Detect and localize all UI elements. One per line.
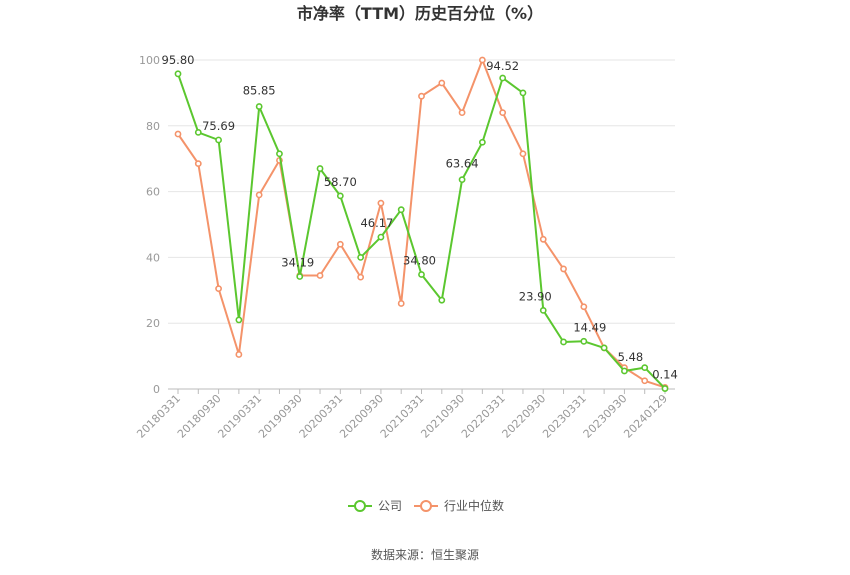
data-point-company-20220630: [519, 89, 527, 97]
data-point-company-20180630: [194, 128, 202, 136]
data-point-industry-20180630: [194, 160, 202, 168]
data-label-20190331: 85.85: [243, 84, 276, 98]
data-point-company-20190331: [255, 103, 263, 110]
y-tick-label-0: 0: [153, 383, 160, 396]
data-label-20200930: 46.17: [360, 216, 393, 230]
series-line-industry-median: [177, 59, 666, 389]
data-point-industry-20210630: [438, 79, 446, 87]
data-point-industry-20181231: [235, 351, 243, 358]
data-point-company-20211231: [478, 138, 486, 146]
data-point-company-20220331: [499, 74, 507, 82]
data-point-company-20200630: [357, 253, 365, 261]
x-tick-label-20240129: 20240129: [621, 392, 670, 441]
axis-layer: 0204060801002018033120180930201903312019…: [134, 54, 675, 441]
data-label-20220930: 23.90: [519, 289, 552, 303]
data-point-company-20210930: [458, 176, 466, 184]
data-point-industry-20221231: [560, 265, 567, 273]
data-point-company-20190630: [276, 150, 283, 158]
chart-title: 市净率（TTM）历史百分位（%）: [297, 4, 543, 23]
data-label-20200331: 58.70: [324, 175, 357, 189]
data-label-20180930: 75.69: [202, 119, 235, 133]
legend-company-marker-icon: [354, 500, 366, 512]
legend-industry-marker-icon: [420, 500, 432, 512]
data-label-20190930: 34.19: [281, 256, 314, 270]
data-point-company-20221231: [560, 338, 567, 346]
data-point-company-20181231: [235, 316, 243, 324]
data-label-20210930: 63.64: [446, 157, 479, 171]
y-tick-label-20: 20: [146, 317, 160, 330]
data-source: 数据来源：恒生聚源: [371, 547, 479, 562]
data-point-industry-20190331: [255, 191, 263, 199]
data-point-company-20180930: [215, 136, 222, 144]
data-point-industry-20201231: [397, 300, 405, 307]
data-point-company-20240129: [661, 385, 669, 392]
legend-company-label: 公司: [378, 499, 402, 513]
data-point-company-20190930: [296, 273, 304, 280]
y-tick-label-80: 80: [146, 120, 160, 133]
data-point-company-20230331: [580, 337, 588, 345]
series-layer: [174, 56, 669, 392]
data-point-company-20231231: [641, 364, 649, 372]
grid-layer: [168, 59, 675, 324]
data-point-company-20200331: [336, 192, 344, 200]
data-point-industry-20210331: [418, 92, 425, 100]
data-point-industry-20220930: [539, 235, 547, 243]
data-label-20240129: 0.14: [652, 368, 678, 382]
y-tick-label-40: 40: [146, 251, 160, 264]
data-point-company-20220930: [539, 306, 547, 314]
data-point-industry-20180331: [174, 130, 182, 138]
data-label-20230930: 5.48: [618, 350, 644, 364]
data-point-company-20201231: [397, 206, 405, 214]
data-point-company-20230630: [600, 344, 608, 352]
data-point-industry-20200331: [336, 240, 344, 248]
y-tick-label-100: 100: [139, 54, 160, 67]
data-point-industry-20231231: [641, 377, 649, 385]
data-point-industry-20211231: [478, 56, 486, 64]
data-point-industry-20200630: [357, 273, 365, 281]
data-point-industry-20210930: [458, 109, 466, 117]
data-point-company-20210331: [418, 271, 425, 278]
data-point-industry-20220331: [499, 109, 507, 117]
y-tick-label-60: 60: [146, 186, 160, 199]
data-label-20230331: 14.49: [573, 320, 606, 334]
legend[interactable]: 公司 行业中位数: [348, 498, 504, 513]
data-point-industry-20230331: [580, 303, 588, 311]
legend-item-industry-median[interactable]: 行业中位数: [414, 498, 504, 513]
data-label-20210331: 34.80: [403, 254, 436, 268]
data-point-company-20180331: [174, 70, 182, 78]
data-point-industry-20220630: [519, 150, 527, 158]
data-point-company-20210630: [438, 296, 446, 304]
data-point-industry-20200930: [377, 199, 385, 207]
data-label-layer: 95.80 75.69 85.85 34.19 58.70 46.17 34.80 63.64…: [162, 53, 678, 382]
data-label-20180331: 95.80: [162, 53, 195, 67]
series-line-company: [177, 73, 666, 390]
data-point-company-20191231: [316, 165, 324, 172]
data-point-company-20230930: [621, 367, 628, 375]
data-point-industry-20180930: [215, 285, 222, 293]
legend-item-company[interactable]: 公司: [348, 499, 402, 513]
data-label-20220331: 94.52: [486, 59, 519, 73]
legend-industry-label: 行业中位数: [444, 498, 504, 513]
data-point-company-20200930: [377, 233, 385, 241]
data-point-industry-20191231: [316, 272, 324, 279]
